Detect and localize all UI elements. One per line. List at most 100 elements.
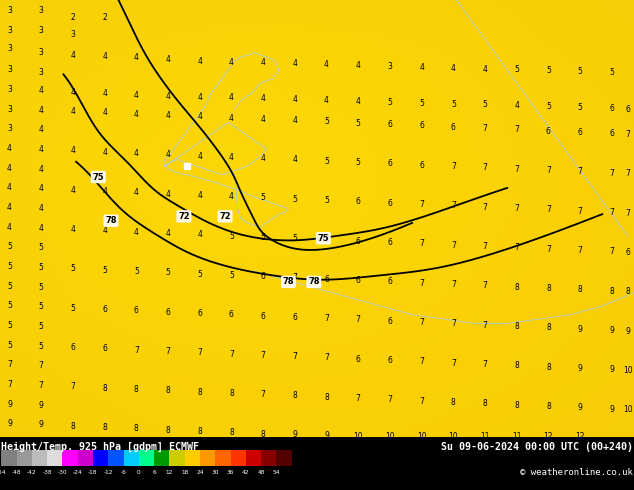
Text: 7: 7	[39, 381, 44, 390]
Text: 7: 7	[514, 165, 519, 173]
Text: 30: 30	[212, 470, 219, 475]
Text: 4: 4	[229, 192, 234, 201]
Text: 6: 6	[387, 199, 392, 208]
Text: 7: 7	[609, 208, 614, 217]
Text: 7: 7	[324, 353, 329, 363]
Text: -12: -12	[103, 470, 113, 475]
Bar	[261, 450, 276, 466]
Bar	[78, 450, 93, 466]
Bar	[154, 450, 169, 466]
Text: 4: 4	[261, 154, 266, 163]
Text: 8: 8	[197, 388, 202, 396]
Text: 4: 4	[229, 114, 234, 122]
Bar	[16, 450, 32, 466]
Text: 7: 7	[165, 347, 171, 356]
Bar	[200, 450, 215, 466]
Bar	[1, 450, 16, 466]
Text: 5: 5	[419, 98, 424, 108]
Text: 4: 4	[261, 94, 266, 103]
Text: 7: 7	[134, 345, 139, 355]
Text: 9: 9	[578, 324, 583, 334]
Text: 3: 3	[7, 6, 12, 15]
Text: 4: 4	[39, 106, 44, 115]
Text: 5: 5	[7, 262, 12, 271]
Bar	[47, 450, 62, 466]
Text: 7: 7	[39, 361, 44, 370]
Text: 8: 8	[229, 389, 234, 398]
Text: 7: 7	[578, 207, 583, 216]
Text: 5: 5	[102, 266, 107, 274]
Bar	[246, 450, 261, 466]
Text: 7: 7	[546, 205, 551, 214]
Text: 4: 4	[229, 153, 234, 162]
Text: 5: 5	[70, 304, 75, 313]
Text: 7: 7	[387, 395, 392, 404]
Text: 8: 8	[197, 427, 202, 436]
Text: 7: 7	[7, 361, 12, 369]
Text: 6: 6	[356, 355, 361, 364]
Text: 3: 3	[7, 85, 12, 94]
Text: 4: 4	[134, 110, 139, 119]
Text: 8: 8	[546, 284, 551, 293]
Text: 5: 5	[387, 98, 392, 107]
Text: 6: 6	[387, 317, 392, 326]
Text: 8: 8	[324, 393, 329, 402]
Text: 6: 6	[165, 308, 171, 317]
Bar	[124, 450, 139, 466]
Text: 6: 6	[134, 306, 139, 315]
Text: 10: 10	[623, 366, 633, 375]
Text: 3: 3	[7, 66, 12, 74]
Text: 6: 6	[229, 310, 234, 319]
Text: 4: 4	[197, 230, 202, 239]
Bar	[108, 450, 124, 466]
Text: 4: 4	[134, 188, 139, 197]
Text: 4: 4	[451, 64, 456, 73]
Text: -30: -30	[58, 470, 67, 475]
Text: 11: 11	[512, 432, 521, 441]
Text: 7: 7	[261, 351, 266, 360]
Text: -18: -18	[88, 470, 98, 475]
Text: 0: 0	[137, 470, 141, 475]
Text: 3: 3	[39, 48, 44, 57]
Text: 4: 4	[197, 57, 202, 66]
Text: 4: 4	[165, 229, 171, 238]
Text: 12: 12	[165, 470, 173, 475]
Text: 18: 18	[181, 470, 188, 475]
Text: 4: 4	[197, 151, 202, 161]
Text: 5: 5	[324, 157, 329, 166]
Text: 6: 6	[324, 236, 329, 245]
Text: 7: 7	[578, 167, 583, 176]
Text: 7: 7	[292, 273, 297, 282]
Text: 8: 8	[514, 401, 519, 410]
Text: 4: 4	[7, 183, 12, 193]
Text: 5: 5	[7, 282, 12, 291]
Text: 4: 4	[165, 150, 171, 159]
Text: 4: 4	[229, 94, 234, 102]
Text: 6: 6	[324, 275, 329, 284]
Text: 5: 5	[70, 264, 75, 273]
Text: 4: 4	[356, 61, 361, 70]
Text: 5: 5	[165, 268, 171, 277]
Text: 9: 9	[39, 401, 44, 410]
Text: 6: 6	[387, 356, 392, 365]
Text: 4: 4	[419, 63, 424, 72]
Text: 8: 8	[546, 402, 551, 411]
Text: 5: 5	[451, 99, 456, 108]
Text: 48: 48	[257, 470, 265, 475]
Text: 4: 4	[356, 97, 361, 106]
Text: 6: 6	[152, 470, 156, 475]
Text: 8: 8	[70, 422, 75, 431]
Text: 5: 5	[39, 342, 44, 351]
Text: 5: 5	[578, 103, 583, 112]
Text: 10: 10	[448, 432, 458, 441]
Text: 4: 4	[7, 223, 12, 232]
Text: 8: 8	[451, 398, 456, 407]
Text: 3: 3	[7, 26, 12, 35]
Text: 4: 4	[102, 187, 107, 196]
Text: 9: 9	[609, 365, 614, 374]
Text: 5: 5	[7, 321, 12, 330]
Text: 78: 78	[105, 216, 117, 225]
Text: 5: 5	[324, 118, 329, 126]
Text: 10: 10	[385, 432, 395, 441]
Text: 4: 4	[514, 101, 519, 110]
